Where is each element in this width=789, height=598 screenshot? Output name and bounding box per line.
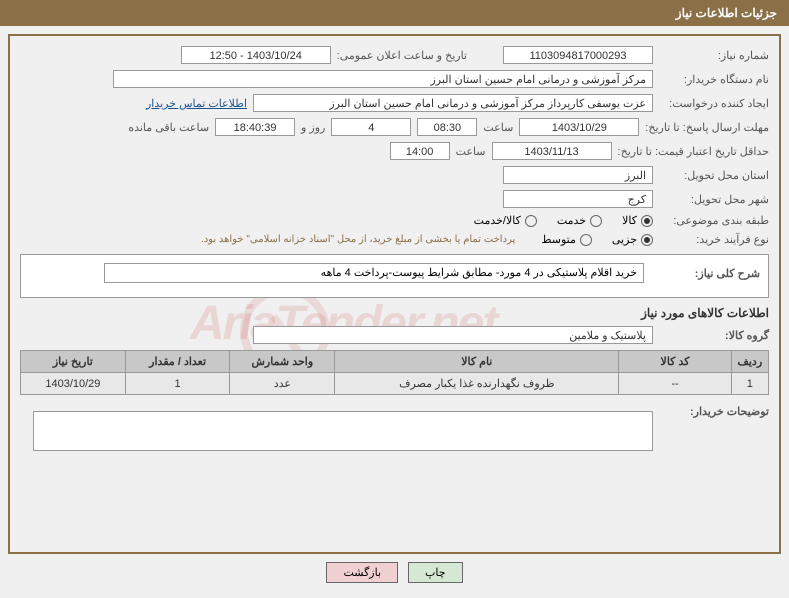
radio-service-label: خدمت <box>557 214 586 227</box>
td-code: -- <box>619 373 731 395</box>
requester-label: ایجاد کننده درخواست: <box>659 97 769 110</box>
button-bar: چاپ بازگشت <box>0 562 789 583</box>
radio-partial-label: جزیی <box>612 233 637 246</box>
row-category: طبقه بندی موضوعی: کالا خدمت کالا/خدمت <box>20 214 769 227</box>
row-process: نوع فرآیند خرید: جزیی متوسط پرداخت تمام … <box>20 233 769 246</box>
deadline-time: 08:30 <box>417 118 477 136</box>
city-label: شهر محل تحویل: <box>659 193 769 206</box>
row-buyer-org: نام دستگاه خریدار: مرکز آموزشی و درمانی … <box>20 70 769 88</box>
th-unit: واحد شمارش <box>230 351 335 373</box>
announce-value: 1403/10/24 - 12:50 <box>181 46 331 64</box>
th-row: ردیف <box>731 351 768 373</box>
table-header-row: ردیف کد کالا نام کالا واحد شمارش تعداد /… <box>21 351 769 373</box>
th-code: کد کالا <box>619 351 731 373</box>
remaining-text: ساعت باقی مانده <box>128 121 209 134</box>
buyer-notes-box <box>33 411 653 451</box>
row-province: استان محل تحویل: البرز <box>20 166 769 184</box>
process-radio-group: جزیی متوسط <box>541 233 653 246</box>
row-need-number: شماره نیاز: 1103094817000293 تاریخ و ساع… <box>20 46 769 64</box>
requester-value: عزت یوسفی کارپرداز مرکز آموزشی و درمانی … <box>253 94 653 112</box>
radio-goods[interactable] <box>641 215 653 227</box>
time-remaining: 18:40:39 <box>215 118 295 136</box>
print-button[interactable]: چاپ <box>408 562 463 583</box>
radio-medium[interactable] <box>580 234 592 246</box>
buyer-notes-label: توضیحات خریدار: <box>659 405 769 418</box>
back-button[interactable]: بازگشت <box>326 562 398 583</box>
radio-both-label: کالا/خدمت <box>474 214 521 227</box>
table-row: 1 -- ظروف نگهدارنده غذا یکبار مصرف عدد 1… <box>21 373 769 395</box>
province-label: استان محل تحویل: <box>659 169 769 182</box>
th-qty: تعداد / مقدار <box>125 351 230 373</box>
process-label: نوع فرآیند خرید: <box>659 233 769 246</box>
goods-section-title: اطلاعات کالاهای مورد نیاز <box>20 306 769 320</box>
goods-group-value: پلاستیک و ملامین <box>253 326 653 344</box>
validity-label: حداقل تاریخ اعتبار قیمت: تا تاریخ: <box>618 145 769 158</box>
description-text: خرید اقلام پلاستیکی در 4 مورد- مطابق شرا… <box>104 263 644 283</box>
days-text: روز و <box>301 121 325 134</box>
time-label-1: ساعت <box>483 121 513 134</box>
description-section: شرح کلی نیاز: خرید اقلام پلاستیکی در 4 م… <box>20 254 769 298</box>
validity-date: 1403/11/13 <box>492 142 612 160</box>
td-name: ظروف نگهدارنده غذا یکبار مصرف <box>335 373 619 395</box>
desc-title-label: شرح کلی نیاز: <box>650 267 760 280</box>
radio-service[interactable] <box>590 215 602 227</box>
radio-partial-item[interactable]: جزیی <box>612 233 653 246</box>
radio-both-item[interactable]: کالا/خدمت <box>474 214 537 227</box>
radio-service-item[interactable]: خدمت <box>557 214 602 227</box>
need-number-label: شماره نیاز: <box>659 49 769 62</box>
header-bar: جزئیات اطلاعات نیاز <box>0 0 789 26</box>
row-buyer-notes: توضیحات خریدار: <box>20 405 769 451</box>
td-qty: 1 <box>125 373 230 395</box>
payment-note: پرداخت تمام یا بخشی از مبلغ خرید، از محل… <box>201 234 515 245</box>
days-remaining: 4 <box>331 118 411 136</box>
radio-both[interactable] <box>525 215 537 227</box>
buyer-org-value: مرکز آموزشی و درمانی امام حسین استان الب… <box>113 70 653 88</box>
row-city: شهر محل تحویل: کرج <box>20 190 769 208</box>
header-title: جزئیات اطلاعات نیاز <box>676 6 777 20</box>
th-name: نام کالا <box>335 351 619 373</box>
validity-time: 14:00 <box>390 142 450 160</box>
main-panel: AriaTender.net شماره نیاز: 1103094817000… <box>8 34 781 554</box>
row-validity: حداقل تاریخ اعتبار قیمت: تا تاریخ: 1403/… <box>20 142 769 160</box>
deadline-label: مهلت ارسال پاسخ: تا تاریخ: <box>645 121 769 134</box>
td-date: 1403/10/29 <box>21 373 126 395</box>
row-requester: ایجاد کننده درخواست: عزت یوسفی کارپرداز … <box>20 94 769 112</box>
goods-group-label: گروه کالا: <box>659 329 769 342</box>
deadline-date: 1403/10/29 <box>519 118 639 136</box>
category-radio-group: کالا خدمت کالا/خدمت <box>474 214 653 227</box>
goods-table: ردیف کد کالا نام کالا واحد شمارش تعداد /… <box>20 350 769 395</box>
city-value: کرج <box>503 190 653 208</box>
buyer-org-label: نام دستگاه خریدار: <box>659 73 769 86</box>
radio-medium-label: متوسط <box>541 233 576 246</box>
category-label: طبقه بندی موضوعی: <box>659 214 769 227</box>
announce-label: تاریخ و ساعت اعلان عمومی: <box>337 49 467 62</box>
contact-link[interactable]: اطلاعات تماس خریدار <box>146 97 247 110</box>
row-deadline: مهلت ارسال پاسخ: تا تاریخ: 1403/10/29 سا… <box>20 118 769 136</box>
need-number-value: 1103094817000293 <box>503 46 653 64</box>
th-date: تاریخ نیاز <box>21 351 126 373</box>
radio-partial[interactable] <box>641 234 653 246</box>
radio-goods-item[interactable]: کالا <box>622 214 653 227</box>
row-goods-group: گروه کالا: پلاستیک و ملامین <box>20 326 769 344</box>
province-value: البرز <box>503 166 653 184</box>
time-label-2: ساعت <box>456 145 486 158</box>
radio-medium-item[interactable]: متوسط <box>541 233 592 246</box>
td-unit: عدد <box>230 373 335 395</box>
td-row: 1 <box>731 373 768 395</box>
radio-goods-label: کالا <box>622 214 637 227</box>
